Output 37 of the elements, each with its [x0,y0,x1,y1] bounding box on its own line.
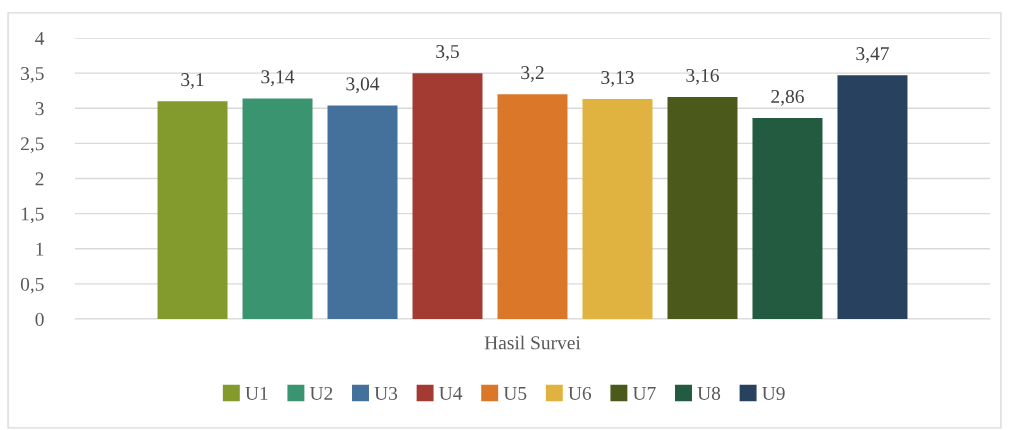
bar [412,73,483,319]
legend-label: U7 [632,387,656,400]
bar [157,101,228,319]
bar [497,94,568,319]
data-label: 3,47 [856,47,889,63]
legend-label: U2 [309,386,333,400]
data-label: 3,5 [436,45,459,61]
data-label: 3,04 [346,77,380,94]
data-label: 3,13 [601,70,634,87]
bar [242,98,313,319]
y-tick-label: 3 [35,102,44,116]
data-label: 3,16 [686,68,719,85]
y-tick-label: 1,5 [21,207,44,224]
bar [582,99,653,319]
legend-label: U3 [374,386,398,400]
data-label: 3,1 [181,73,204,89]
legend-label: U1 [245,386,268,400]
legend-label: U4 [439,386,463,400]
data-label: 3,14 [261,70,295,87]
bar [667,97,738,319]
bar [327,105,398,319]
x-tick-label: Hasil Survei [484,335,581,350]
legend-label: U9 [762,386,785,400]
y-tick-label: 0,5 [20,277,44,294]
y-tick-label: 4 [35,31,45,45]
legend-label: U5 [503,387,527,400]
legend-label: U6 [568,386,592,400]
bar [837,75,908,319]
y-tick-label: 1 [36,242,44,256]
bar [752,118,823,319]
y-tick-label: 3,5 [21,67,44,83]
data-label: 3,2 [521,66,544,82]
data-label: 2,86 [771,89,804,106]
legend-label: U8 [697,386,721,400]
y-tick-label: 0 [35,312,44,326]
y-tick-label: 2 [35,172,44,186]
y-tick-label: 2,5 [20,137,44,154]
